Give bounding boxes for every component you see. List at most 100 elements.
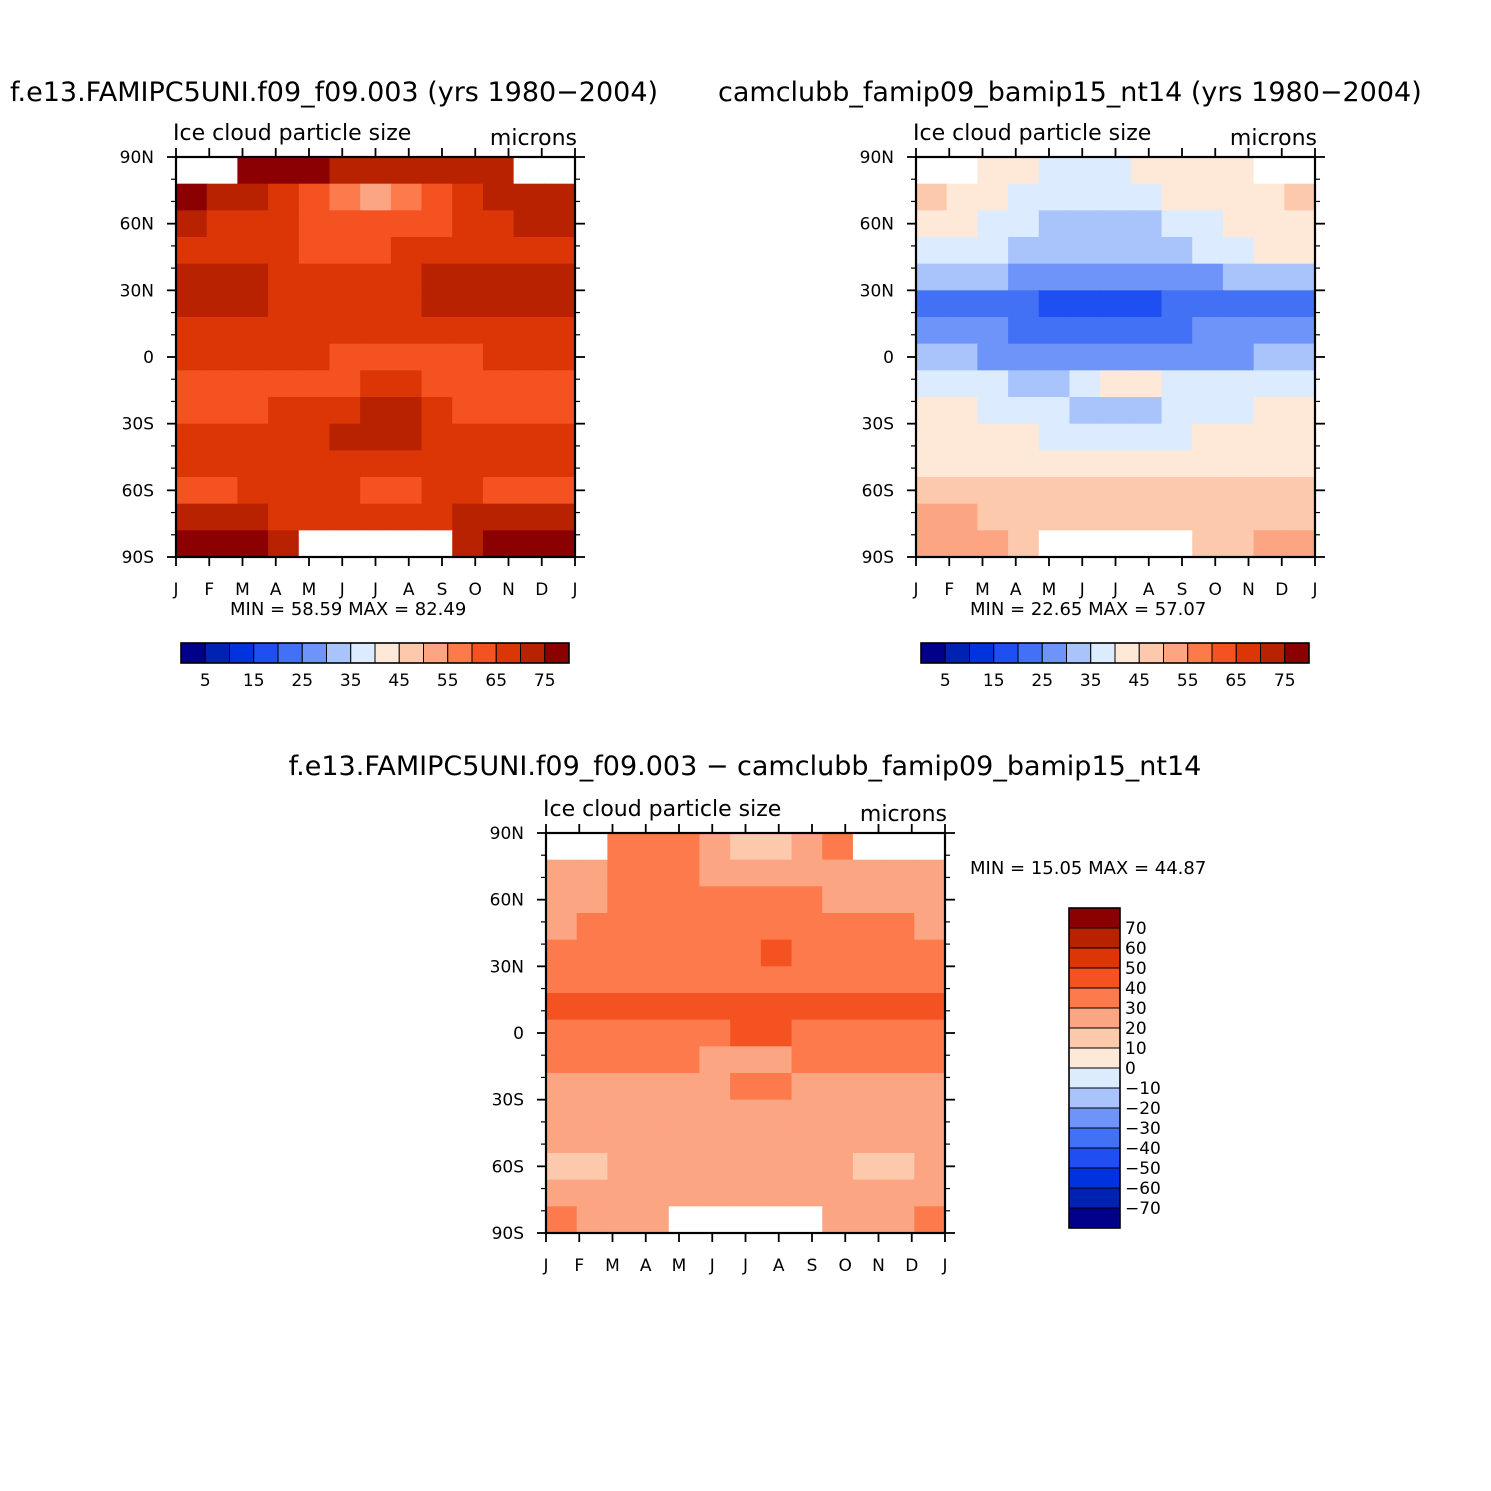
contour-cell xyxy=(822,833,854,861)
contour-cell xyxy=(268,343,300,371)
colorbar-box xyxy=(1138,642,1164,664)
contour-cell xyxy=(791,1153,823,1181)
colorbar-box xyxy=(447,642,473,664)
contour-cell xyxy=(1161,450,1193,478)
colorbar-label: −70 xyxy=(1125,1199,1161,1219)
contour-cell xyxy=(977,210,1009,238)
contour-cell xyxy=(513,183,545,211)
colorbar-label: 45 xyxy=(388,671,410,691)
contour-cell xyxy=(914,966,946,994)
contour-cell xyxy=(390,370,423,398)
colorbar-box xyxy=(1187,642,1213,664)
panel2-colorbar: 5 15 25 35 45 55 65 75 xyxy=(920,642,1310,691)
contour-cell xyxy=(237,370,269,398)
contour-cell xyxy=(914,1046,946,1074)
contour-cell xyxy=(977,183,1009,211)
contour-cell xyxy=(1253,237,1285,265)
contour-cell xyxy=(699,1179,731,1207)
contour-cell xyxy=(452,530,484,558)
contour-cell xyxy=(699,1019,731,1047)
contour-cell xyxy=(1161,263,1193,291)
contour-cell xyxy=(1038,343,1071,371)
contour-cell xyxy=(360,477,392,505)
contour-cell xyxy=(421,343,453,371)
colorbar-box xyxy=(1068,1107,1121,1129)
contour-cell xyxy=(1100,450,1132,478)
contour-cell xyxy=(1038,317,1071,345)
y-tick-label: 30S xyxy=(122,415,154,435)
y-tick-label: 60S xyxy=(862,481,894,501)
contour-cell xyxy=(1100,183,1132,211)
contour-cell xyxy=(390,450,423,478)
contour-cell xyxy=(822,1019,854,1047)
contour-cell xyxy=(699,966,731,994)
contour-cell xyxy=(1038,183,1071,211)
contour-cell xyxy=(883,993,915,1021)
contour-cell xyxy=(1038,263,1071,291)
contour-cell xyxy=(699,913,731,941)
contour-cell xyxy=(360,423,392,451)
contour-cell xyxy=(1100,503,1132,531)
contour-cell xyxy=(206,183,238,211)
contour-cell xyxy=(1222,343,1255,371)
contour-cell xyxy=(268,210,300,238)
contour-cell xyxy=(268,237,300,265)
contour-cell xyxy=(206,343,238,371)
x-tick-label: N xyxy=(502,580,515,600)
contour-cell xyxy=(513,157,545,185)
contour-cell xyxy=(482,343,515,371)
contour-cell xyxy=(607,993,639,1021)
contour-cell xyxy=(176,183,208,211)
contour-cell xyxy=(1161,237,1193,265)
contour-cell xyxy=(1222,370,1255,398)
contour-cell xyxy=(760,1073,793,1101)
x-tick-label: D xyxy=(535,580,548,600)
contour-cell xyxy=(1008,530,1040,558)
contour-cell xyxy=(883,833,915,861)
y-tick-label: 30N xyxy=(860,281,894,301)
x-tick-label: D xyxy=(905,1256,918,1276)
contour-cell xyxy=(1222,477,1255,505)
contour-cell xyxy=(360,370,392,398)
contour-cell xyxy=(1253,317,1285,345)
colorbar-label: 65 xyxy=(1225,671,1247,691)
contour-cell xyxy=(668,886,701,914)
contour-cell xyxy=(791,1206,823,1234)
panel2-units: microns xyxy=(1230,126,1317,151)
contour-cell xyxy=(1038,530,1071,558)
contour-cell xyxy=(482,237,515,265)
contour-cell xyxy=(730,859,762,887)
colorbar-label: −50 xyxy=(1125,1159,1161,1179)
colorbar-label: 5 xyxy=(200,671,211,691)
contour-cell xyxy=(482,503,515,531)
contour-cell xyxy=(176,530,208,558)
contour-cell xyxy=(513,397,545,425)
contour-cell xyxy=(1008,477,1040,505)
contour-cell xyxy=(916,370,948,398)
contour-cell xyxy=(1222,237,1255,265)
contour-cell xyxy=(852,1046,885,1074)
contour-cell xyxy=(206,423,238,451)
colorbar-label: 35 xyxy=(1080,671,1102,691)
panel1-stats: MIN = 58.59 MAX = 82.49 xyxy=(230,599,466,620)
x-tick-label: N xyxy=(1242,580,1255,600)
contour-cell xyxy=(1130,317,1163,345)
contour-cell xyxy=(513,477,545,505)
contour-cell xyxy=(544,210,576,238)
contour-cell xyxy=(421,397,453,425)
y-tick-label: 60N xyxy=(490,891,524,911)
contour-cell xyxy=(206,317,238,345)
contour-cell xyxy=(176,503,208,531)
contour-cell xyxy=(546,1019,578,1047)
y-tick-label: 90S xyxy=(122,548,154,568)
contour-cell xyxy=(1069,530,1101,558)
contour-cell xyxy=(852,1019,885,1047)
contour-cell xyxy=(668,833,701,861)
contour-cell xyxy=(883,1046,915,1074)
contour-cell xyxy=(1130,183,1163,211)
contour-cell xyxy=(206,503,238,531)
contour-cell xyxy=(298,263,331,291)
contour-cell xyxy=(329,157,361,185)
contour-cell xyxy=(546,913,578,941)
contour-cell xyxy=(916,210,948,238)
